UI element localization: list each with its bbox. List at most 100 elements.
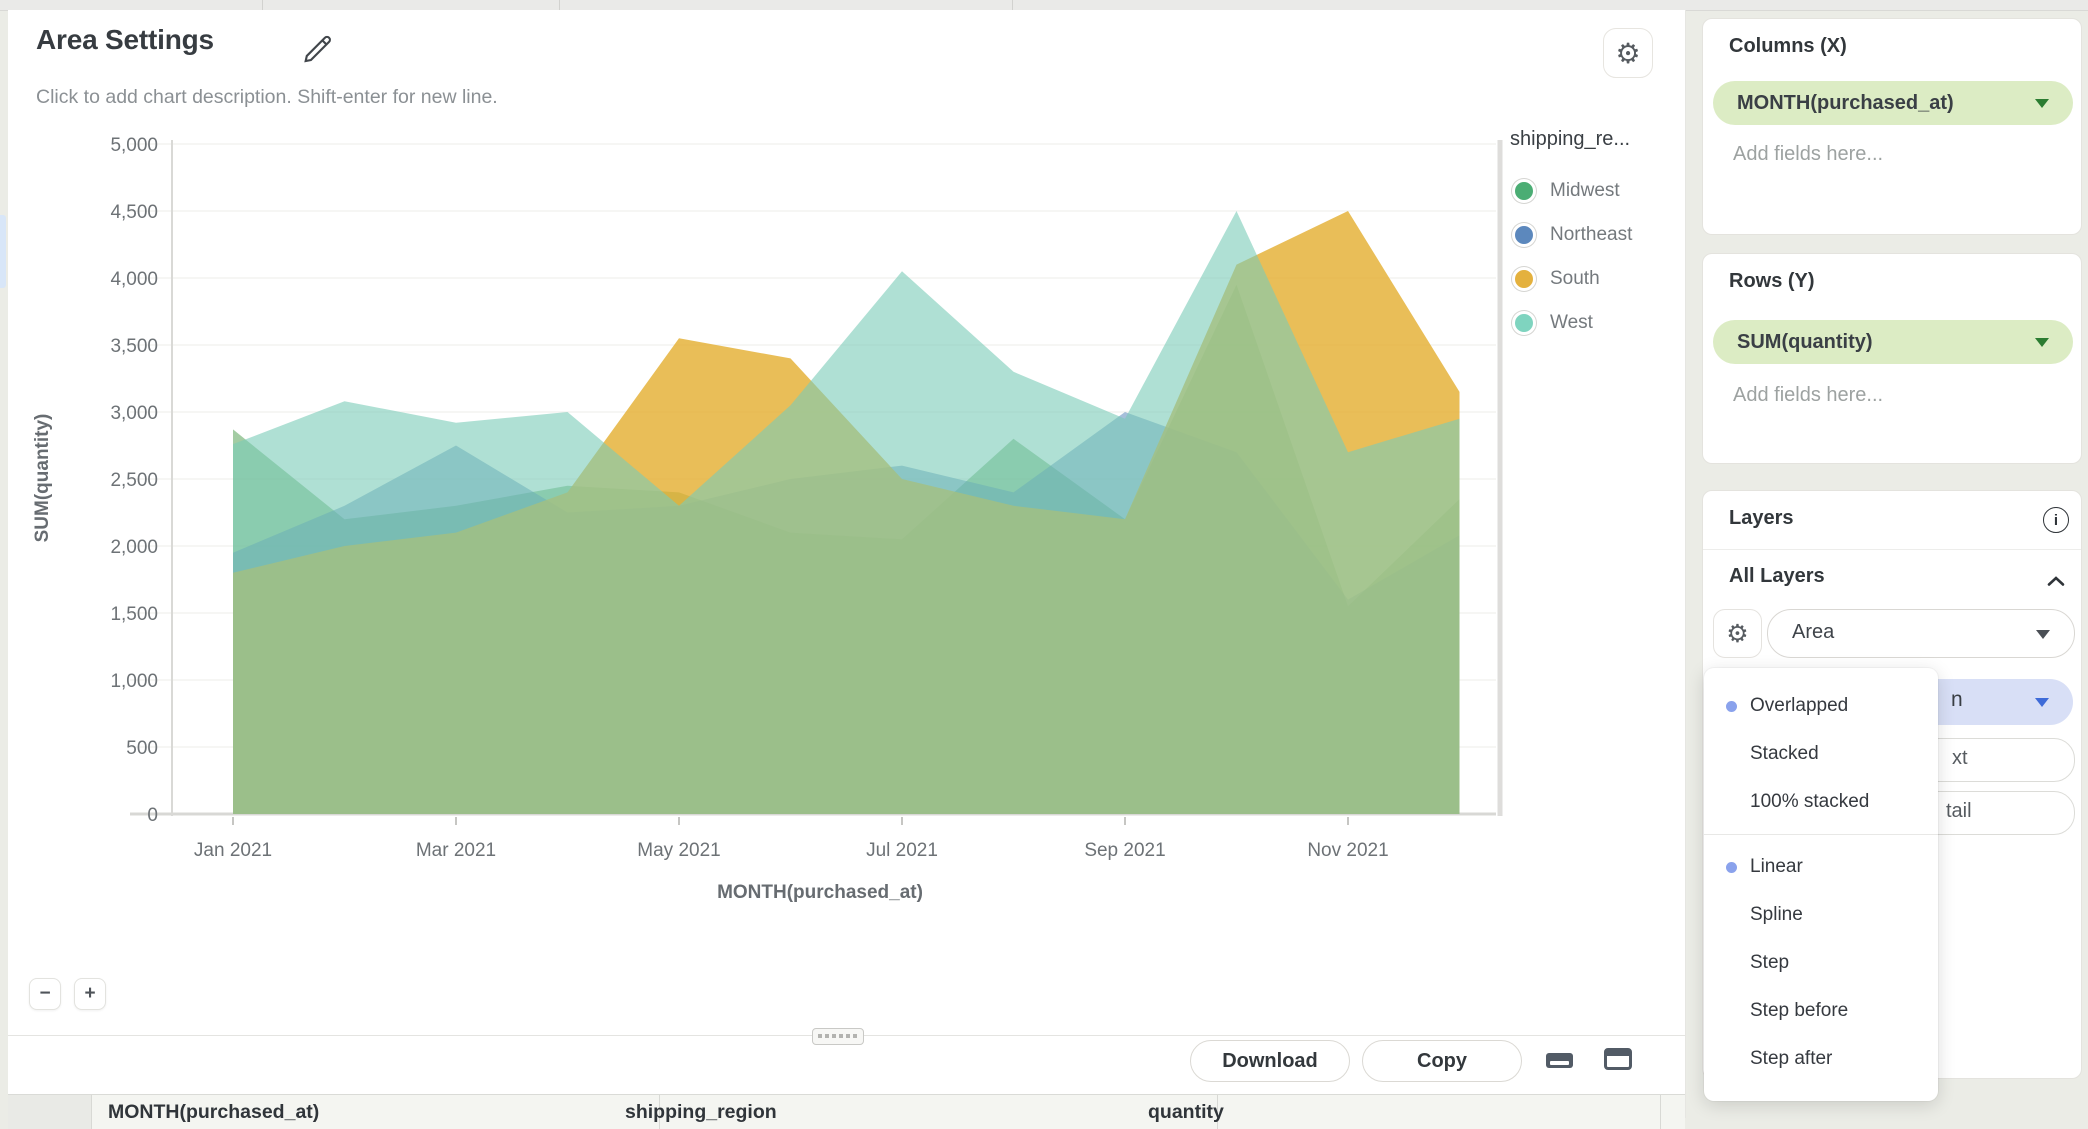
columns-x-field-pill[interactable]: MONTH(purchased_at)	[1713, 81, 2073, 125]
layer-settings-button[interactable]: ⚙	[1713, 609, 1762, 658]
panel-divider	[1703, 549, 2081, 550]
color-by-field-partial-text: n	[1951, 688, 1963, 711]
svg-text:MONTH(purchased_at): MONTH(purchased_at)	[717, 882, 923, 903]
svg-text:Jan 2021: Jan 2021	[194, 840, 272, 861]
info-icon[interactable]: i	[2043, 507, 2069, 533]
chart-legend: shipping_re... Midwest Northeast South West	[1502, 128, 1698, 345]
selected-dot-icon	[1726, 862, 1737, 873]
columns-x-field-label: MONTH(purchased_at)	[1737, 91, 1954, 114]
svg-text:2,500: 2,500	[110, 470, 158, 491]
menu-item-label: Linear	[1750, 856, 1803, 877]
rows-y-panel: Rows (Y) SUM(quantity) Add fields here..…	[1702, 253, 2082, 464]
svg-text:May 2021: May 2021	[637, 840, 720, 861]
chevron-down-icon[interactable]	[2035, 99, 2049, 108]
chevron-up-icon[interactable]	[2047, 575, 2065, 587]
svg-text:500: 500	[126, 738, 158, 759]
svg-text:2,000: 2,000	[110, 537, 158, 558]
gear-icon: ⚙	[1726, 619, 1749, 648]
edit-title-pencil-icon[interactable]	[300, 32, 334, 66]
columns-x-add-fields[interactable]: Add fields here...	[1733, 143, 1884, 165]
strip-divider	[1012, 0, 1013, 10]
svg-text:4,000: 4,000	[110, 269, 158, 290]
rows-y-title: Rows (Y)	[1729, 270, 1815, 292]
row-number-cell	[8, 1095, 92, 1129]
column-divider	[659, 1095, 660, 1129]
menu-item-stacked[interactable]: Stacked	[1704, 730, 1938, 778]
legend-item-south[interactable]: South	[1502, 257, 1698, 301]
layer-type-select[interactable]: Area	[1767, 609, 2075, 658]
chart-settings-button[interactable]: ⚙	[1603, 28, 1653, 78]
page-title[interactable]: Area Settings	[36, 24, 214, 55]
legend-label: Midwest	[1550, 180, 1620, 201]
svg-text:3,500: 3,500	[110, 336, 158, 357]
left-scroll-indicator	[0, 215, 6, 288]
svg-text:5,000: 5,000	[110, 135, 158, 156]
svg-text:3,000: 3,000	[110, 403, 158, 424]
chevron-down-icon	[2035, 698, 2049, 707]
zoom-in-button[interactable]: +	[74, 978, 106, 1010]
drag-dots-icon	[818, 1034, 858, 1038]
menu-item-step-after[interactable]: Step after	[1704, 1035, 1938, 1083]
chart-description-placeholder[interactable]: Click to add chart description. Shift-en…	[36, 86, 498, 108]
columns-x-panel: Columns (X) MONTH(purchased_at) Add fiel…	[1702, 18, 2082, 235]
area-type-dropdown-menu: Overlapped Stacked 100% stacked Linear Spli…	[1704, 668, 1938, 1101]
table-header-month[interactable]: MONTH(purchased_at)	[108, 1101, 320, 1123]
column-divider	[1660, 1095, 1661, 1129]
zoom-out-button[interactable]: −	[29, 978, 61, 1010]
layers-title: Layers	[1729, 507, 1794, 529]
legend-item-midwest[interactable]: Midwest	[1502, 169, 1698, 213]
gear-icon: ⚙	[1615, 37, 1641, 69]
menu-item-overlapped[interactable]: Overlapped	[1704, 682, 1938, 730]
strip-divider	[262, 0, 263, 10]
download-button[interactable]: Download	[1190, 1040, 1350, 1082]
svg-text:4,500: 4,500	[110, 202, 158, 223]
legend-swatch-icon	[1512, 311, 1536, 335]
legend-item-west[interactable]: West	[1502, 301, 1698, 345]
menu-item-spline[interactable]: Spline	[1704, 891, 1938, 939]
table-header-shipping-region[interactable]: shipping_region	[625, 1101, 777, 1123]
legend-label: South	[1550, 268, 1600, 289]
menu-item-label: Step after	[1750, 1048, 1833, 1069]
menu-item-label: Step	[1750, 952, 1790, 973]
menu-item-label: 100% stacked	[1750, 791, 1870, 812]
svg-text:Mar 2021: Mar 2021	[416, 840, 496, 861]
rows-y-add-fields[interactable]: Add fields here...	[1733, 384, 1884, 406]
table-header-quantity[interactable]: quantity	[1148, 1101, 1224, 1123]
collapse-panel-icon[interactable]	[1546, 1053, 1573, 1068]
rows-y-field-label: SUM(quantity)	[1737, 330, 1873, 353]
rows-y-field-pill[interactable]: SUM(quantity)	[1713, 320, 2073, 364]
menu-item-step[interactable]: Step	[1704, 939, 1938, 987]
strip-divider	[559, 0, 560, 10]
menu-item-step-before[interactable]: Step before	[1704, 987, 1938, 1035]
selected-dot-icon	[1726, 701, 1737, 712]
chart-card: Area Settings Click to add chart descrip…	[8, 10, 1686, 1129]
layer-type-value: Area	[1792, 621, 1835, 643]
menu-item-100-stacked[interactable]: 100% stacked	[1704, 778, 1938, 826]
legend-label: West	[1550, 312, 1593, 333]
legend-item-northeast[interactable]: Northeast	[1502, 213, 1698, 257]
copy-button[interactable]: Copy	[1362, 1040, 1522, 1082]
resize-drag-handle[interactable]	[812, 1028, 864, 1045]
menu-item-linear[interactable]: Linear	[1704, 843, 1938, 891]
menu-item-label: Step before	[1750, 1000, 1849, 1021]
menu-divider	[1704, 834, 1938, 835]
svg-text:Nov 2021: Nov 2021	[1307, 840, 1388, 861]
area-series-west[interactable]	[233, 211, 1460, 814]
text-field-partial-text: xt	[1952, 747, 1968, 769]
area-chart: 0 500 1,000 1,500 2,000 2,500 3,000 3,500 4,000 4…	[32, 135, 1503, 903]
legend-swatch-icon	[1512, 179, 1536, 203]
data-table-header-row: MONTH(purchased_at) shipping_region quan…	[8, 1094, 1685, 1129]
chevron-down-icon[interactable]	[2035, 338, 2049, 347]
svg-text:Jul 2021: Jul 2021	[866, 840, 938, 861]
legend-label: Northeast	[1550, 224, 1633, 245]
svg-text:SUM(quantity): SUM(quantity)	[32, 414, 53, 543]
svg-text:1,500: 1,500	[110, 604, 158, 625]
columns-x-title: Columns (X)	[1729, 35, 1847, 57]
legend-title: shipping_re...	[1510, 128, 1631, 150]
svg-text:0: 0	[147, 805, 158, 826]
menu-item-label: Overlapped	[1750, 695, 1849, 716]
legend-swatch-icon	[1512, 267, 1536, 291]
expand-panel-icon[interactable]	[1604, 1048, 1632, 1070]
column-divider	[1217, 1095, 1218, 1129]
menu-item-label: Spline	[1750, 904, 1803, 925]
